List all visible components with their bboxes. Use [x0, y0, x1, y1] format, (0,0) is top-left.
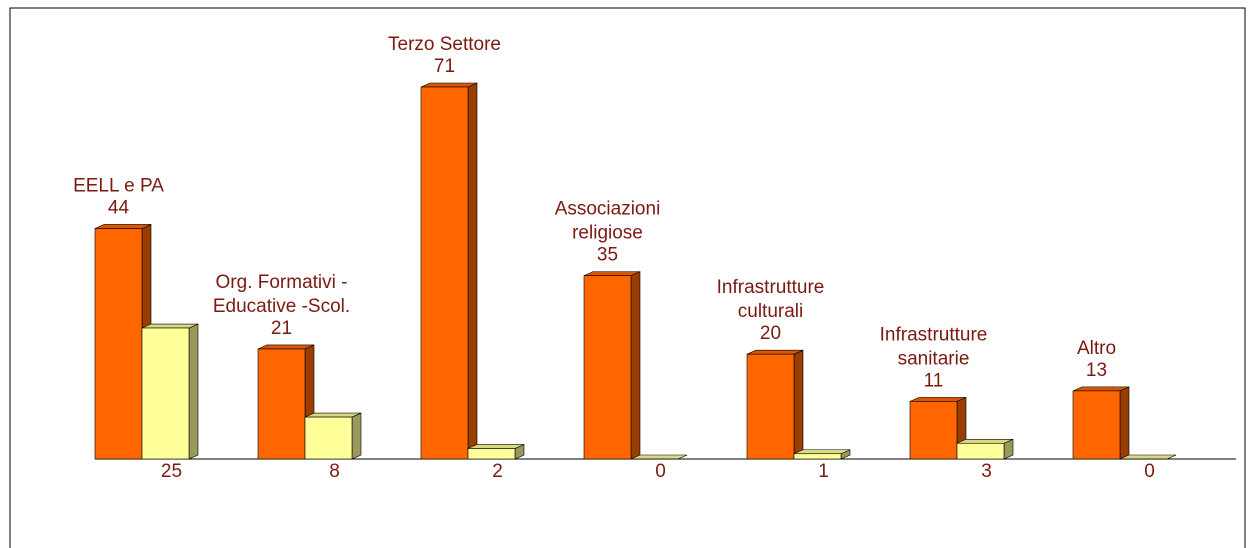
bar-top [257, 344, 315, 350]
value-label: 25 [161, 461, 182, 482]
bar-side [793, 349, 804, 460]
bar [793, 449, 851, 460]
value-label: 20 [760, 323, 781, 344]
value-label: 35 [597, 245, 618, 266]
bar-top [304, 412, 362, 418]
category-label: Org. Formativi -Educative -Scol. [213, 272, 350, 317]
category-label: Infrastrutture culturali [717, 277, 825, 322]
bar-front [141, 327, 190, 460]
bar-front [1072, 390, 1121, 460]
bar-top [793, 449, 851, 455]
bar [420, 82, 478, 460]
bar [304, 412, 362, 460]
bar-top [94, 224, 152, 229]
category-label: EELL e PA [73, 175, 164, 196]
bar-top [746, 349, 804, 355]
bar-side [467, 82, 478, 460]
bar-front [257, 348, 306, 460]
value-label: 44 [108, 197, 130, 218]
bar-front [793, 453, 842, 460]
bar [956, 438, 1014, 460]
bar-front [583, 275, 632, 460]
bar-top [630, 454, 688, 460]
bar-top [909, 397, 967, 402]
bar-top [1072, 386, 1130, 392]
value-label: 3 [981, 461, 992, 482]
bar [746, 349, 804, 460]
bar [1119, 454, 1177, 460]
bar-side [188, 323, 199, 460]
bar-front [909, 401, 958, 460]
bar-top [467, 444, 525, 449]
category-label: Associazioni religiose [555, 199, 661, 244]
category-label: Infrastrutture sanitarie [880, 324, 988, 369]
bar-front [746, 353, 795, 460]
value-label: 8 [329, 461, 340, 482]
bar-top [420, 82, 478, 88]
bar [141, 323, 199, 460]
value-label: 11 [924, 370, 944, 391]
bar-front [94, 228, 143, 460]
bar-side [1119, 386, 1130, 460]
value-label: 71 [434, 56, 455, 77]
bar-top [141, 323, 199, 329]
bar-top [956, 438, 1014, 444]
category-label: Terzo Settore [388, 34, 501, 55]
value-label: 13 [1086, 360, 1107, 381]
bar [467, 444, 525, 460]
bar-front [420, 86, 469, 460]
category-label: Altro [1077, 338, 1116, 359]
bar [630, 454, 688, 460]
bar-side [351, 412, 362, 460]
bar-top [583, 271, 641, 276]
value-label: 0 [1144, 461, 1155, 482]
value-label: 0 [655, 461, 666, 482]
bar-side [630, 271, 641, 460]
bar [583, 271, 641, 460]
bar-front [304, 416, 353, 460]
bar [1072, 386, 1130, 460]
bar-top [1119, 454, 1177, 460]
value-label: 2 [492, 461, 503, 482]
bar-front [467, 448, 516, 460]
value-label: 1 [818, 461, 829, 482]
bar-front [956, 442, 1005, 460]
value-label: 21 [271, 318, 292, 339]
